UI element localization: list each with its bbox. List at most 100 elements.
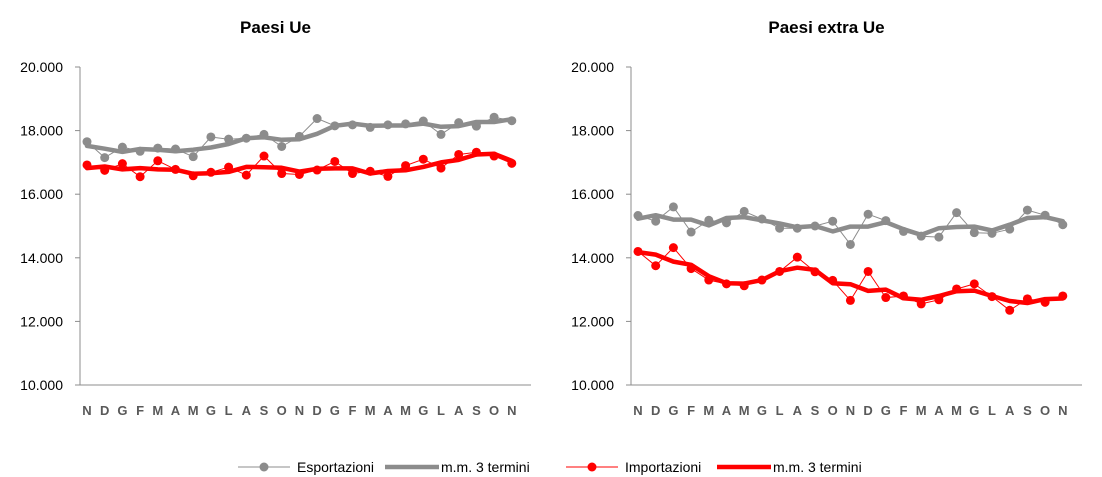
legend-label: m.m. 3 termini	[773, 459, 862, 475]
data-point	[206, 167, 216, 177]
data-point	[668, 202, 678, 212]
x-tick-label: S	[1023, 403, 1032, 418]
x-tick-label: A	[722, 403, 732, 418]
data-point	[704, 275, 714, 285]
y-tick-label: 12.000	[20, 313, 63, 329]
data-point	[82, 137, 92, 147]
data-point	[383, 171, 393, 181]
y-tick-label: 12.000	[571, 313, 614, 329]
data-point	[739, 206, 749, 216]
data-point	[1040, 210, 1050, 220]
x-tick-label: N	[295, 403, 304, 418]
data-point	[312, 114, 322, 124]
x-tick-label: O	[828, 403, 838, 418]
x-tick-label: N	[82, 403, 91, 418]
x-tick-label: A	[1005, 403, 1015, 418]
x-tick-label: A	[793, 403, 803, 418]
legend-marker	[587, 462, 597, 472]
x-tick-label: F	[687, 403, 695, 418]
data-point	[863, 266, 873, 276]
x-tick-label: L	[437, 403, 445, 418]
data-point	[845, 239, 855, 249]
x-tick-label: G	[206, 403, 216, 418]
data-point	[722, 218, 731, 228]
data-point	[775, 223, 785, 233]
legend-marker	[259, 462, 269, 472]
y-tick-label: 20.000	[571, 59, 614, 75]
x-tick-label: O	[489, 403, 499, 418]
data-point	[188, 171, 198, 181]
x-tick-label: D	[312, 403, 321, 418]
data-point	[633, 246, 643, 256]
y-tick-label: 20.000	[20, 59, 63, 75]
x-tick-label: M	[916, 403, 927, 418]
data-point	[471, 147, 481, 157]
x-tick-label: A	[934, 403, 944, 418]
y-tick-label: 10.000	[20, 377, 63, 393]
data-point	[507, 158, 517, 168]
data-point	[171, 144, 180, 154]
x-tick-label: S	[811, 403, 820, 418]
y-tick-label: 10.000	[571, 377, 614, 393]
data-point	[82, 160, 92, 170]
data-point	[241, 133, 251, 143]
data-point	[828, 275, 838, 285]
data-point	[365, 166, 375, 176]
data-point	[135, 172, 145, 182]
x-tick-label: L	[776, 403, 784, 418]
data-point	[153, 156, 163, 166]
x-tick-label: O	[277, 403, 287, 418]
x-tick-label: G	[881, 403, 891, 418]
chart-title: Paesi extra Ue	[768, 18, 885, 37]
data-point	[206, 132, 216, 142]
x-tick-label: M	[400, 403, 411, 418]
x-tick-label: A	[383, 403, 393, 418]
y-tick-label: 14.000	[20, 250, 63, 266]
x-tick-label: M	[188, 403, 199, 418]
data-point	[418, 154, 428, 164]
x-tick-label: G	[969, 403, 979, 418]
y-tick-label: 18.000	[20, 123, 63, 139]
data-point	[828, 216, 838, 226]
x-tick-label: G	[757, 403, 767, 418]
data-point	[401, 161, 411, 171]
data-point	[916, 231, 926, 241]
data-point	[1022, 294, 1032, 304]
data-point	[722, 279, 731, 289]
x-tick-label: M	[152, 403, 163, 418]
data-point	[330, 121, 340, 131]
data-point	[489, 151, 499, 161]
chart-panel-ue: Paesi Ue 10.000 12.000 14.000 16.000 18.000 2…	[0, 0, 551, 430]
data-point	[792, 223, 802, 233]
data-point	[294, 131, 304, 141]
data-point	[117, 142, 127, 152]
data-point	[224, 134, 234, 144]
x-tick-label: L	[988, 403, 996, 418]
x-tick-label: S	[260, 403, 269, 418]
x-tick-label: S	[472, 403, 481, 418]
data-point	[401, 119, 411, 129]
data-point	[241, 170, 251, 180]
data-point	[471, 121, 481, 131]
data-point	[651, 261, 661, 271]
data-point	[365, 122, 375, 132]
x-tick-label: D	[863, 403, 872, 418]
data-point	[881, 216, 891, 226]
data-point	[277, 142, 287, 151]
x-tick-label: N	[846, 403, 855, 418]
x-tick-label: A	[242, 403, 252, 418]
data-point	[899, 291, 908, 301]
legend-label: Importazioni	[625, 459, 701, 475]
data-point	[454, 118, 464, 128]
data-point	[686, 227, 696, 237]
data-point	[1005, 305, 1015, 315]
x-tick-label: O	[1040, 403, 1050, 418]
data-point	[171, 164, 180, 174]
x-tick-label: D	[100, 403, 109, 418]
data-point	[792, 252, 802, 262]
data-point	[294, 169, 304, 179]
data-point	[348, 169, 357, 179]
x-tick-label: G	[668, 403, 678, 418]
